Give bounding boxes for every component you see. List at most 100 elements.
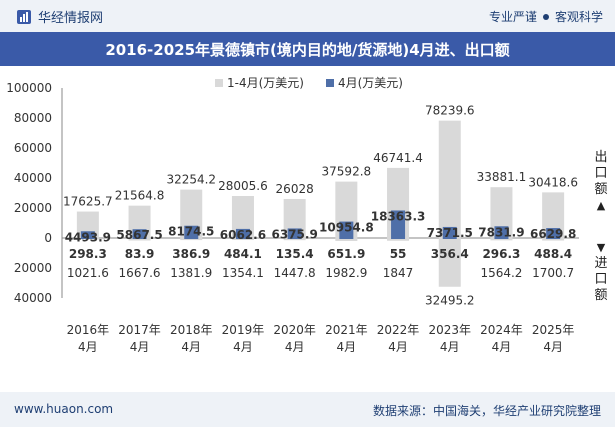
footer-source: 数据来源：中国海关，华经产业研究院整理 — [372, 404, 601, 418]
chart-title: 2016-2025年景德镇市(境内目的地/货源地)4月进、出口额 — [105, 40, 510, 59]
bar-cumulative-import — [542, 238, 565, 241]
bar-monthly-export — [184, 225, 199, 238]
data-label-monthly-import: 386.9 — [172, 247, 210, 261]
x-tick-label: 4月 — [78, 340, 98, 354]
bar-monthly-export — [235, 228, 250, 238]
bar-monthly-import — [80, 238, 95, 239]
bar-cumulative-export — [490, 187, 513, 238]
y-tick-label: 20000 — [14, 261, 52, 275]
data-label-cumulative-import: 1564.2 — [480, 266, 522, 280]
bar-monthly-export — [494, 226, 509, 238]
legend-item-monthly: 4月(万美元) — [325, 74, 403, 91]
bar-monthly-import — [339, 238, 354, 239]
data-label-monthly-export: 10954.8 — [319, 221, 374, 235]
x-tick-label: 4月 — [181, 340, 201, 354]
x-tick-label: 4月 — [492, 340, 512, 354]
tagline-left: 专业严谨 — [488, 10, 537, 24]
data-label-monthly-import: 83.9 — [125, 247, 155, 261]
data-label-cumulative-export: 28005.6 — [218, 179, 268, 193]
x-tick-label: 2017年 — [118, 323, 161, 337]
data-label-monthly-import: 298.3 — [69, 247, 107, 261]
x-tick-label: 4月 — [388, 340, 408, 354]
export-side-char-2: 口 — [594, 166, 608, 181]
bar-monthly-export — [391, 210, 406, 238]
x-tick-label: 4月 — [543, 340, 563, 354]
x-tick-label: 2018年 — [170, 323, 213, 337]
data-label-cumulative-export: 26028 — [276, 182, 314, 196]
bar-monthly-import — [287, 238, 302, 239]
x-tick-label: 2024年 — [480, 323, 523, 337]
data-label-cumulative-import: 1381.9 — [170, 266, 212, 280]
y-tick-label: 60000 — [14, 141, 52, 155]
bar-monthly-export — [546, 228, 561, 238]
export-side-char-1: 出 — [594, 150, 608, 165]
y-tick-label: 20000 — [14, 201, 52, 215]
data-label-cumulative-export: 17625.7 — [63, 195, 113, 209]
bar-monthly-import — [546, 238, 561, 239]
x-tick-label: 2022年 — [377, 323, 420, 337]
legend-label-monthly: 4月(万美元) — [337, 76, 403, 90]
data-label-monthly-import: 135.4 — [276, 247, 314, 261]
footer-website[interactable]: www.huaon.com — [14, 402, 114, 416]
top-bar: 华经情报网 专业严谨 客观科学 — [0, 0, 615, 32]
data-label-monthly-import: 296.3 — [482, 247, 520, 261]
data-label-cumulative-import: 1021.6 — [67, 266, 109, 280]
legend: 1-4月(万美元) 4月(万美元) — [215, 74, 403, 91]
legend-label-cumulative: 1-4月(万美元) — [227, 76, 304, 90]
data-label-monthly-import: 651.9 — [327, 247, 365, 261]
x-tick-label: 2016年 — [67, 323, 110, 337]
x-tick-label: 2021年 — [325, 323, 368, 337]
data-label-monthly-import: 484.1 — [224, 247, 262, 261]
data-label-cumulative-import: 1700.7 — [532, 266, 574, 280]
data-label-cumulative-import: 1667.6 — [119, 266, 161, 280]
bar-cumulative-import — [387, 238, 410, 241]
brand[interactable]: 华经情报网 — [16, 7, 103, 26]
bar-monthly-export — [132, 229, 147, 238]
x-tick-label: 4月 — [337, 340, 357, 354]
export-side-char-3: 额 — [594, 182, 608, 197]
dot-icon — [542, 13, 549, 20]
data-label-monthly-import: 55 — [390, 247, 407, 261]
data-label-cumulative-import: 1447.8 — [274, 266, 316, 280]
import-side-label: ▼ 进 口 额 — [593, 240, 609, 304]
x-tick-label: 4月 — [285, 340, 305, 354]
bar-monthly-export — [339, 221, 354, 238]
bar-cumulative-export — [438, 120, 461, 238]
bottom-bar: www.huaon.com 数据来源：中国海关，华经产业研究院整理 — [0, 392, 615, 427]
y-tick-label: 40000 — [14, 291, 52, 305]
data-label-cumulative-import: 1847 — [383, 266, 414, 280]
title-bar: 2016-2025年景德镇市(境内目的地/货源地)4月进、出口额 — [0, 32, 615, 66]
bar-cumulative-export — [283, 198, 306, 238]
arrow-down-icon: ▼ — [596, 241, 606, 254]
x-tick-label: 4月 — [440, 340, 460, 354]
data-label-cumulative-import: 32495.2 — [425, 294, 475, 308]
data-label-cumulative-export: 30418.6 — [528, 175, 578, 189]
bar-cumulative-import — [490, 238, 513, 241]
bar-cumulative-import — [180, 238, 203, 241]
y-tick-label: 100000 — [6, 81, 52, 95]
arrow-up-icon: ▲ — [596, 199, 606, 212]
bar-monthly-import — [442, 238, 457, 239]
import-side-char-2: 口 — [594, 272, 608, 287]
data-label-cumulative-export: 46741.4 — [373, 151, 423, 165]
y-tick-label: 80000 — [14, 111, 52, 125]
import-side-char-3: 额 — [594, 288, 608, 303]
bar-monthly-import — [184, 238, 199, 239]
bar-monthly-export — [442, 226, 457, 238]
legend-item-cumulative: 1-4月(万美元) — [215, 74, 304, 91]
data-label-monthly-export: 4493.9 — [65, 230, 111, 244]
data-label-cumulative-export: 78239.6 — [425, 104, 475, 118]
data-label-monthly-export: 7371.5 — [427, 226, 473, 240]
data-label-monthly-export: 6062.6 — [220, 228, 266, 242]
x-tick-label: 2025年 — [532, 323, 575, 337]
y-tick-label: 0 — [44, 231, 52, 245]
data-label-monthly-import: 356.4 — [431, 247, 469, 261]
y-tick-label: 40000 — [14, 171, 52, 185]
bar-cumulative-import — [438, 238, 461, 287]
x-tick-label: 2020年 — [273, 323, 316, 337]
bar-cumulative-import — [335, 238, 358, 241]
bar-monthly-import — [391, 238, 406, 239]
data-label-monthly-export: 18363.3 — [371, 209, 426, 223]
